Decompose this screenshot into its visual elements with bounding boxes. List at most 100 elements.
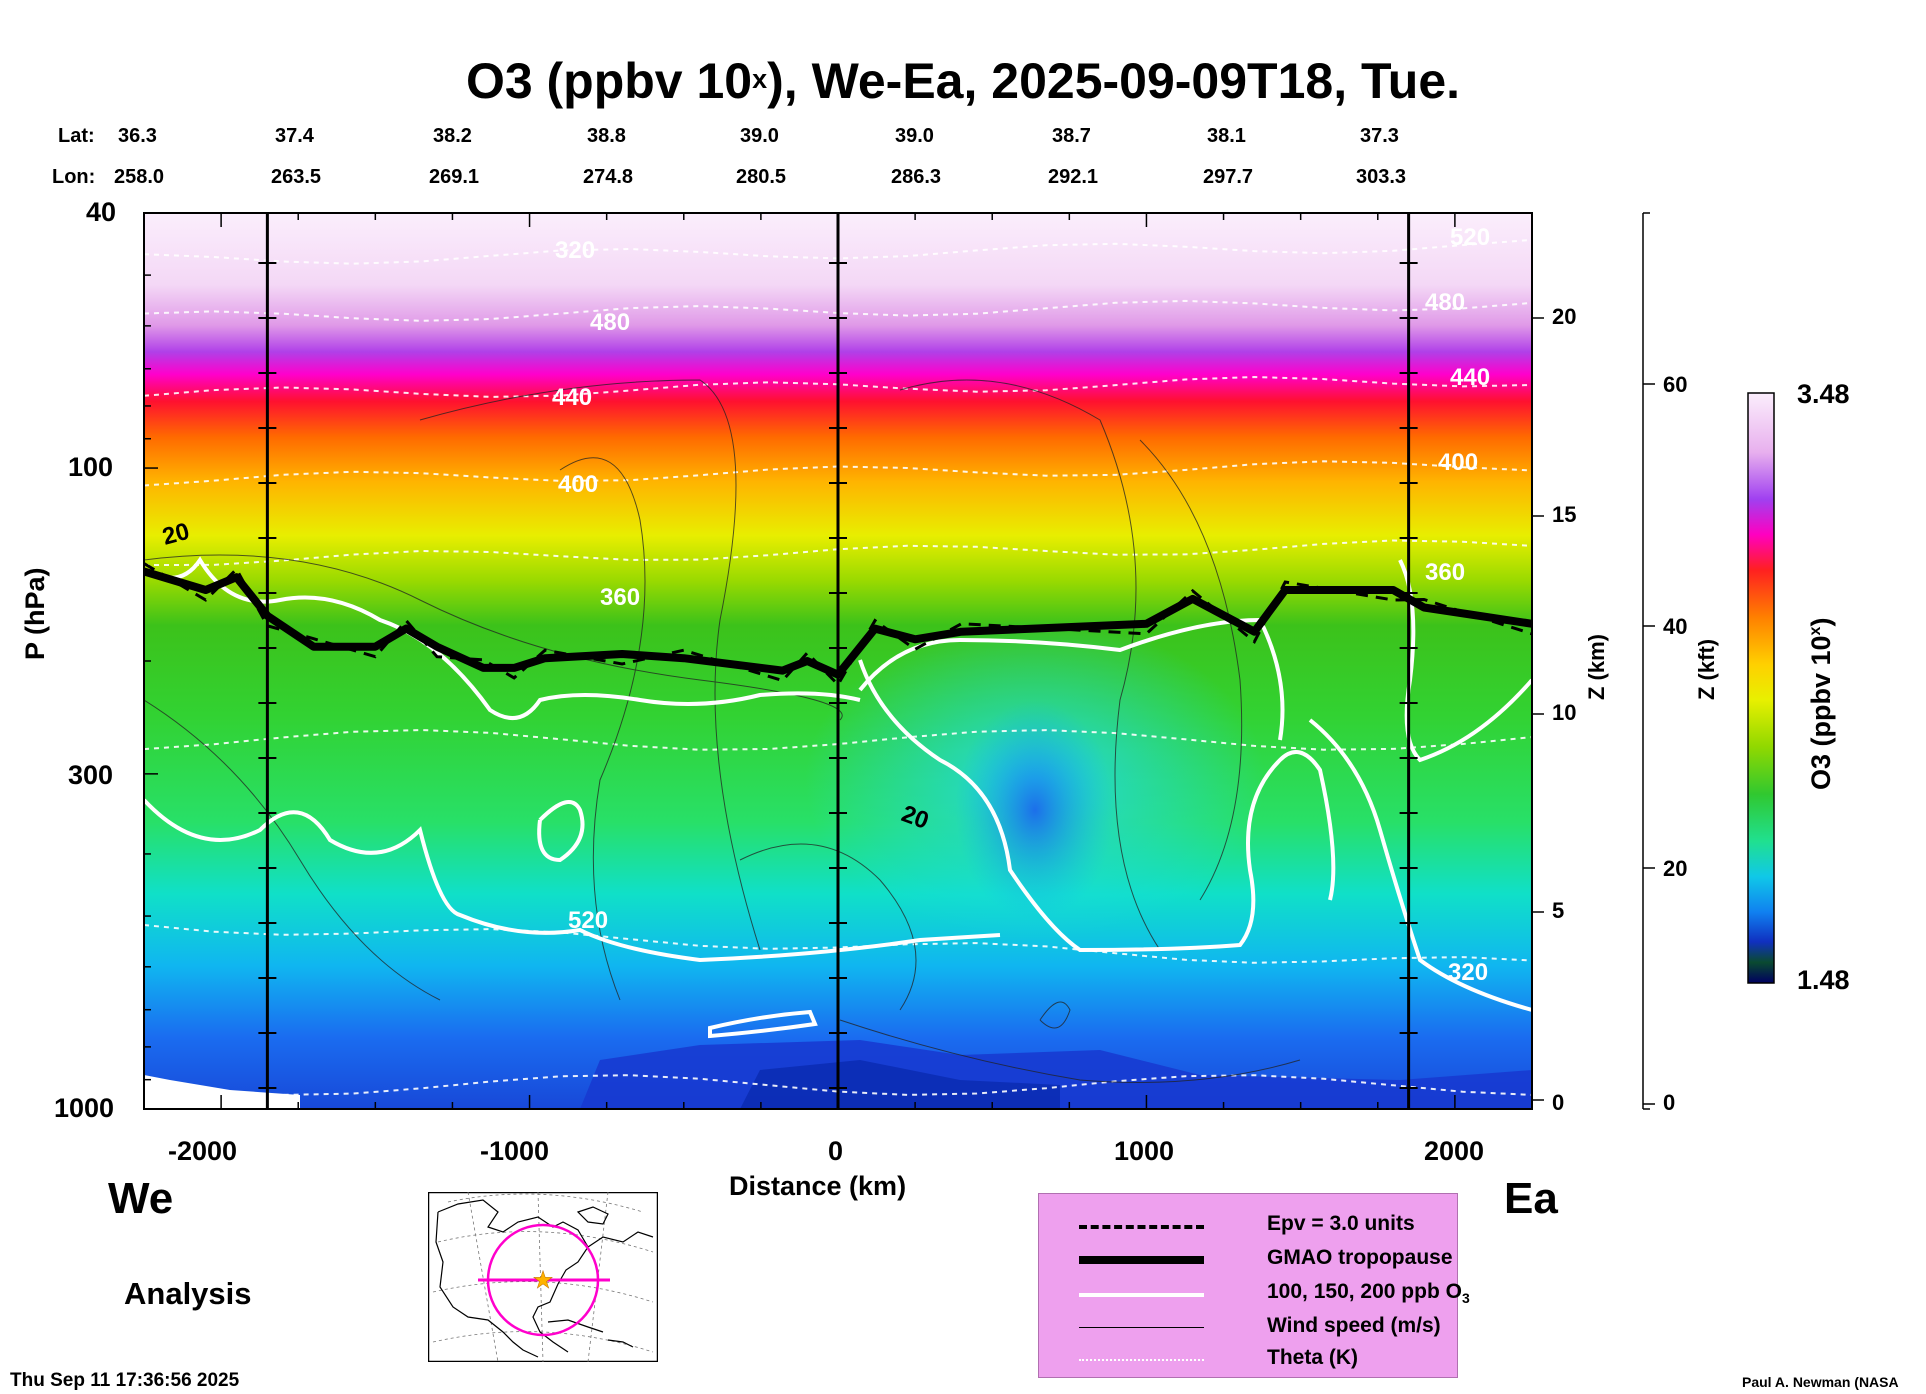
legend: Epv = 3.0 units GMAO tropopause 100, 150… bbox=[1038, 1193, 1470, 1378]
lat-value: 36.3 bbox=[118, 125, 157, 147]
wind-contour bbox=[559, 457, 646, 1001]
lon-value: 286.3 bbox=[891, 166, 942, 188]
legend-label-theta: Theta (K) bbox=[1267, 1346, 1358, 1369]
lat-value: 37.3 bbox=[1360, 125, 1399, 147]
x-tick-0: 0 bbox=[828, 1136, 844, 1166]
lat-value: 39.0 bbox=[740, 125, 779, 147]
theta-line bbox=[144, 924, 1532, 964]
colorbar-label: O3 (ppbv 10x) bbox=[1806, 617, 1836, 790]
p-tick-100: 100 bbox=[68, 452, 114, 482]
zkft-axis-label: Z (kft) bbox=[1694, 638, 1719, 700]
zkft-tick-20: 20 bbox=[1663, 856, 1688, 881]
o3-contour bbox=[858, 617, 1285, 741]
theta-contour-label: 360 bbox=[1425, 559, 1465, 586]
analysis-label: Analysis bbox=[124, 1276, 252, 1311]
theta-contour-label: 360 bbox=[600, 584, 640, 611]
p-tick-300: 300 bbox=[68, 760, 114, 790]
theta-line bbox=[144, 460, 1532, 487]
theta-line bbox=[144, 539, 1532, 566]
zkft-tick-0: 0 bbox=[1663, 1090, 1676, 1115]
theta-line bbox=[144, 728, 1532, 751]
theta-contour-label: 480 bbox=[590, 309, 630, 336]
lat-value: 37.4 bbox=[275, 125, 314, 147]
chart-title: O3 (ppbv 10x), We-Ea, 2025-09-09T18, Tue… bbox=[465, 53, 1461, 109]
lon-value: 280.5 bbox=[736, 166, 787, 188]
legend-label-o3: 100, 150, 200 ppb O3 bbox=[1267, 1280, 1470, 1307]
x-axis-label: Distance (km) bbox=[729, 1171, 907, 1201]
zkm-tick-20: 20 bbox=[1552, 304, 1577, 329]
lon-value: 297.7 bbox=[1203, 166, 1254, 188]
legend-swatch-tropopause bbox=[1079, 1256, 1204, 1264]
lon-label: Lon: bbox=[52, 166, 96, 188]
zkm-tick-0: 0 bbox=[1552, 1090, 1565, 1115]
wind-contour bbox=[839, 1019, 1301, 1083]
vertical-marker-lines bbox=[258, 213, 1418, 1109]
zkm-tick-15: 15 bbox=[1552, 502, 1577, 527]
x-tick-2000: 2000 bbox=[1424, 1136, 1485, 1166]
east-label: Ea bbox=[1504, 1174, 1558, 1223]
o3-contour bbox=[537, 800, 585, 863]
wind-contour bbox=[1039, 1001, 1071, 1029]
theta-contour-label: 440 bbox=[1450, 364, 1490, 391]
axis-ticks bbox=[144, 212, 1655, 1110]
lon-value: 303.3 bbox=[1356, 166, 1407, 188]
legend-label-wind: Wind speed (m/s) bbox=[1267, 1314, 1441, 1337]
theta-contour-label: 400 bbox=[1438, 449, 1478, 476]
wind-speed-contours bbox=[144, 379, 1301, 1083]
o3-contour bbox=[144, 798, 1001, 963]
wind-contour bbox=[419, 379, 761, 951]
x-tick-minus1000: -1000 bbox=[480, 1136, 550, 1166]
lat-value: 38.8 bbox=[587, 125, 626, 147]
ozone-minimum bbox=[955, 700, 1115, 920]
x-tick-1000: 1000 bbox=[1114, 1136, 1175, 1166]
legend-label-tropopause: GMAO tropopause bbox=[1267, 1246, 1453, 1269]
wind-contour bbox=[144, 554, 843, 721]
west-label: We bbox=[108, 1174, 174, 1223]
gmao-tropopause-line bbox=[144, 567, 1532, 679]
colorbar bbox=[1747, 392, 1775, 984]
o3-contour bbox=[708, 1009, 818, 1039]
theta-contour-label: 320 bbox=[555, 237, 595, 264]
zkft-tick-60: 60 bbox=[1663, 372, 1688, 397]
theta-contour-label: 320 bbox=[1448, 959, 1488, 986]
wind-contour bbox=[1139, 439, 1243, 901]
legend-label-epv: Epv = 3.0 units bbox=[1267, 1212, 1415, 1235]
legend-swatch-o3 bbox=[1079, 1293, 1204, 1297]
theta-contour-label: 440 bbox=[552, 384, 592, 411]
coastlines bbox=[435, 1199, 654, 1358]
legend-item-theta: Theta (K) bbox=[1079, 1344, 1449, 1378]
theta-contour-label: 400 bbox=[558, 471, 598, 498]
p-tick-40: 40 bbox=[86, 197, 117, 227]
zkft-tick-40: 40 bbox=[1663, 614, 1688, 639]
lon-value: 258.0 bbox=[114, 166, 165, 188]
theta-contour-label: 520 bbox=[1450, 224, 1490, 251]
boundary-layer-minimum bbox=[740, 1060, 1060, 1109]
zkm-axis-label: Z (km) bbox=[1584, 634, 1609, 700]
x-tick-minus2000: -2000 bbox=[168, 1136, 238, 1166]
theta-line bbox=[144, 375, 1532, 398]
legend-item-o3: 100, 150, 200 ppb O3 bbox=[1079, 1278, 1470, 1312]
o3-contour bbox=[1308, 718, 1532, 1012]
lat-label: Lat: bbox=[58, 125, 95, 147]
zkm-tick-10: 10 bbox=[1552, 700, 1577, 725]
theta-contour-label: 520 bbox=[568, 907, 608, 934]
ground-mask bbox=[144, 1075, 300, 1109]
legend-swatch-wind bbox=[1079, 1327, 1204, 1328]
center-star-icon: ★ bbox=[532, 1267, 554, 1294]
o3-contours bbox=[144, 556, 1532, 1039]
legend-item-epv: Epv = 3.0 units bbox=[1079, 1210, 1449, 1244]
theta-contour-label: 480 bbox=[1425, 289, 1465, 316]
zkm-tick-5: 5 bbox=[1552, 898, 1565, 923]
timestamp: Thu Sep 11 17:36:56 2025 bbox=[10, 1370, 240, 1391]
locator-map: ★ bbox=[428, 1192, 658, 1362]
wind-contour bbox=[144, 699, 441, 1001]
legend-item-tropopause: GMAO tropopause bbox=[1079, 1244, 1453, 1278]
lat-value: 38.2 bbox=[433, 125, 472, 147]
o3-contour bbox=[144, 556, 861, 720]
credit: Paul A. Newman (NASA bbox=[1742, 1374, 1899, 1390]
lon-value: 274.8 bbox=[583, 166, 634, 188]
legend-swatch-epv bbox=[1079, 1225, 1204, 1229]
lon-value: 263.5 bbox=[271, 166, 322, 188]
p-tick-1000: 1000 bbox=[54, 1093, 115, 1123]
